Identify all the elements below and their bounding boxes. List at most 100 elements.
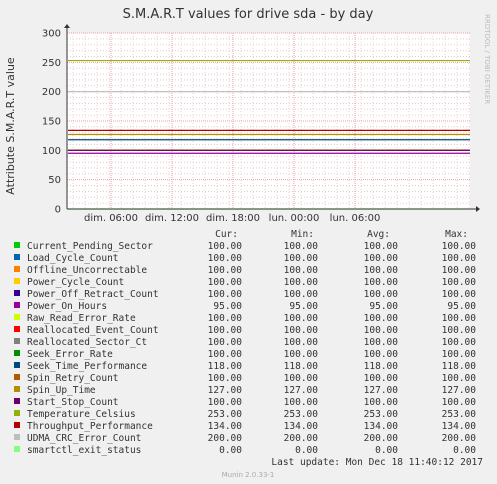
legend-value: 100.00 (284, 349, 319, 360)
legend-value: 100.00 (364, 313, 399, 324)
legend-series-name: Power_On_Hours (27, 301, 107, 312)
legend-value: 100.00 (208, 337, 243, 348)
legend-swatch (14, 242, 20, 248)
legend-series-name: Start_Stop_Count (27, 397, 119, 408)
rrdtool-credit: RRDTOOL / TOBI OETIKER (483, 14, 491, 104)
legend-value: 134.00 (442, 421, 477, 432)
y-tick-label: 250 (42, 58, 61, 69)
legend-value: 127.00 (284, 385, 319, 396)
legend-value: 100.00 (208, 313, 243, 324)
legend-value: 253.00 (284, 409, 319, 420)
legend-value: 100.00 (208, 325, 243, 336)
y-tick-label: 200 (42, 87, 61, 98)
legend-swatch (14, 254, 20, 260)
legend-value: 100.00 (364, 289, 399, 300)
legend-value: 100.00 (442, 325, 477, 336)
legend-value: 100.00 (364, 349, 399, 360)
legend-value: 100.00 (284, 277, 319, 288)
y-axis-label: Attribute S.M.A.R.T value (4, 57, 17, 195)
legend-swatch (14, 422, 20, 428)
last-update: Last update: Mon Dec 18 11:40:12 2017 (271, 457, 483, 468)
legend-series-name: Spin_Retry_Count (27, 373, 119, 384)
x-tick-label: dim. 18:00 (206, 213, 260, 224)
legend-swatch (14, 350, 20, 356)
legend-value: 253.00 (364, 409, 399, 420)
legend-header: Cur: (215, 229, 238, 240)
legend-value: 100.00 (364, 397, 399, 408)
legend-value: 100.00 (442, 373, 477, 384)
legend-swatch (14, 410, 20, 416)
legend-value: 100.00 (284, 373, 319, 384)
legend-series-name: Throughput_Performance (27, 421, 153, 432)
legend-series-name: Power_Off_Retract_Count (27, 289, 159, 300)
legend-header: Avg: (367, 229, 390, 240)
legend-value: 100.00 (364, 253, 399, 264)
legend-value: 253.00 (442, 409, 477, 420)
legend-value: 100.00 (208, 253, 243, 264)
legend-value: 134.00 (284, 421, 319, 432)
x-tick-label: lun. 06:00 (330, 213, 381, 224)
legend-value: 0.00 (219, 445, 242, 456)
x-axis-arrow (476, 206, 480, 212)
legend-value: 127.00 (442, 385, 477, 396)
legend-value: 100.00 (364, 277, 399, 288)
legend-value: 134.00 (364, 421, 399, 432)
legend-value: 127.00 (208, 385, 243, 396)
legend-value: 100.00 (442, 265, 477, 276)
chart-title: S.M.A.R.T values for drive sda - by day (123, 7, 374, 22)
legend-series-name: Current_Pending_Sector (27, 241, 153, 252)
legend-swatch (14, 290, 20, 296)
munin-version: Munin 2.0.33-1 (222, 471, 275, 479)
legend-value: 100.00 (364, 241, 399, 252)
legend-value: 100.00 (284, 337, 319, 348)
legend-value: 118.00 (442, 361, 477, 372)
legend-swatch (14, 278, 20, 284)
legend-value: 100.00 (442, 397, 477, 408)
legend-series-name: smartctl_exit_status (27, 445, 141, 456)
legend-value: 127.00 (364, 385, 399, 396)
legend-value: 100.00 (442, 337, 477, 348)
legend-value: 100.00 (364, 373, 399, 384)
legend-value: 134.00 (208, 421, 243, 432)
legend-value: 100.00 (284, 265, 319, 276)
legend-value: 100.00 (442, 277, 477, 288)
legend-value: 100.00 (208, 241, 243, 252)
legend-series-name: Offline_Uncorrectable (27, 265, 147, 276)
legend-value: 200.00 (208, 433, 243, 444)
legend-value: 118.00 (284, 361, 319, 372)
plot-area (67, 33, 470, 209)
axes: 0 50 100 150 200 250 300 dim. 06:00 dim. 12:00 di… (42, 24, 480, 224)
legend-series-name: Temperature_Celsius (27, 409, 136, 420)
legend-swatch (14, 338, 20, 344)
legend-value: 100.00 (208, 289, 243, 300)
legend-series-name: Raw_Read_Error_Rate (27, 313, 136, 324)
legend-value: 100.00 (442, 349, 477, 360)
legend-value: 95.00 (289, 301, 318, 312)
y-tick-label: 0 (55, 205, 61, 216)
legend-value: 0.00 (453, 445, 476, 456)
legend-value: 100.00 (442, 241, 477, 252)
legend-swatch (14, 434, 20, 440)
legend-value: 100.00 (284, 397, 319, 408)
legend-value: 100.00 (284, 325, 319, 336)
y-tick-label: 300 (42, 29, 61, 40)
legend-value: 118.00 (364, 361, 399, 372)
legend-series-name: Reallocated_Sector_Ct (27, 337, 147, 348)
legend-value: 95.00 (213, 301, 242, 312)
y-axis-arrow (64, 24, 70, 28)
legend-value: 100.00 (208, 265, 243, 276)
legend-value: 118.00 (208, 361, 243, 372)
legend-value: 0.00 (375, 445, 398, 456)
legend: Cur: Min: Avg: Max: Current_Pending_Sector 10… (14, 229, 476, 456)
grid (67, 32, 470, 209)
legend-value: 100.00 (208, 397, 243, 408)
legend-swatch (14, 398, 20, 404)
x-tick-label: dim. 12:00 (145, 213, 199, 224)
legend-swatch (14, 386, 20, 392)
legend-header: Max: (445, 229, 468, 240)
legend-value: 95.00 (369, 301, 398, 312)
legend-series-name: Seek_Error_Rate (27, 349, 113, 360)
legend-series-name: UDMA_CRC_Error_Count (27, 433, 141, 444)
legend-value: 100.00 (208, 373, 243, 384)
legend-value: 100.00 (284, 241, 319, 252)
